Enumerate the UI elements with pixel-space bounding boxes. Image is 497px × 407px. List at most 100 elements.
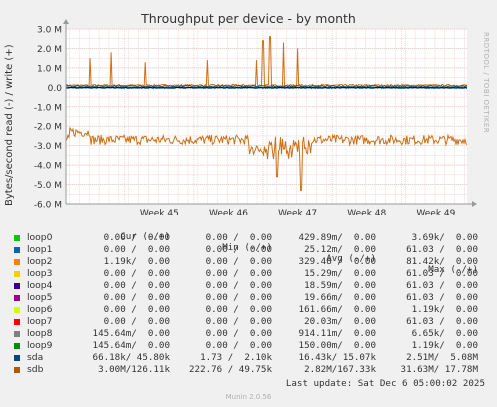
chart-title: Throughput per device - by month (141, 11, 356, 26)
legend-max: 61.03 / 0.00 (406, 316, 478, 327)
legend-avg: 429.89m/ 0.00 (298, 232, 376, 243)
legend-row: loop5 0.00 / 0.00 0.00 / 0.00 19.66m/ 0.00 6… (0, 292, 497, 304)
legend-name: loop9 (27, 340, 53, 351)
x-tick-label: Week 49 (416, 209, 455, 215)
legend-avg: 329.48 / 0.00 (298, 256, 376, 267)
legend-min: 0.00 / 0.00 (205, 268, 272, 279)
legend-name: loop5 (27, 292, 53, 303)
legend-max: 6.65k/ 0.00 (411, 328, 478, 339)
legend-row: loop4 0.00 / 0.00 0.00 / 0.00 18.59m/ 0.00 6… (0, 280, 497, 292)
legend-swatch (14, 343, 20, 349)
legend-header: Cur (-/+) Min (-/+) Avg (-/+) Max (-/+) (0, 220, 497, 275)
legend-max: 61.03 / 0.00 (406, 268, 478, 279)
legend-row: loop6 0.00 / 0.00 0.00 / 0.00 161.66m/ 0.00… (0, 304, 497, 316)
legend-swatch (14, 331, 20, 337)
legend-max: 81.42k/ 0.00 (406, 256, 478, 267)
legend-name: loop2 (27, 256, 53, 267)
legend-max: 61.03 / 0.00 (406, 280, 478, 291)
legend-min: 0.00 / 0.00 (205, 340, 272, 351)
legend-max: 1.19k/ 0.00 (411, 340, 478, 351)
legend-max: 3.69k/ 0.00 (411, 232, 478, 243)
sda-write-line (66, 84, 468, 88)
y-tick-label: -5.0 M (34, 181, 62, 191)
legend-min: 0.00 / 0.00 (205, 256, 272, 267)
legend-cur: 0.00 / 0.00 (103, 304, 170, 315)
legend-avg: 2.82M/167.33k (304, 364, 376, 375)
rrdtool-credit: RRDTOOL / TOBI OETIKER (482, 32, 490, 134)
grid-lines (66, 28, 467, 205)
legend-row: sda 66.18k/ 45.80k 1.73 / 2.10k 16.43k/ 15.… (0, 352, 497, 364)
legend-min: 0.00 / 0.00 (205, 244, 272, 255)
legend-name: loop8 (27, 328, 53, 339)
series-lines (65, 36, 468, 191)
legend-name: loop1 (27, 244, 53, 255)
x-tick-label: Week 47 (278, 209, 317, 215)
y-tick-label: 2.0 M (37, 45, 62, 55)
legend-row: loop0 0.00 / 0.00 0.00 / 0.00 429.89m/ 0.00… (0, 232, 497, 244)
legend-name: loop6 (27, 304, 53, 315)
legend-cur: 1.19k/ 0.00 (103, 256, 170, 267)
legend-swatch (14, 319, 20, 325)
legend-name: loop7 (27, 316, 53, 327)
legend-row: loop9 145.64m/ 0.00 0.00 / 0.00 150.00m/ 0.… (0, 340, 497, 352)
legend-cur: 0.00 / 0.00 (103, 280, 170, 291)
legend-avg: 15.29m/ 0.00 (304, 268, 376, 279)
legend-swatch (14, 367, 20, 373)
legend-header-max: Max (-/+) (428, 264, 478, 275)
y-tick-label: 3.0 M (37, 26, 62, 36)
sdb-read-line (65, 127, 468, 191)
legend-header-min: Min (-/+) (222, 242, 272, 253)
legend-row: sdb 3.00M/126.11k 222.76 / 49.75k 2.82M/167… (0, 364, 497, 376)
legend-cur: 3.00M/126.11k (98, 364, 170, 375)
sda-read-line (65, 87, 468, 90)
y-tick-labels: 3.0 M 2.0 M 1.0 M 0.0 -1.0 M -2.0 M -3.0 M -4.0… (34, 26, 62, 211)
legend-cur: 145.64m/ 0.00 (92, 340, 170, 351)
legend-cur: 0.00 / 0.00 (103, 292, 170, 303)
y-tick-label: -6.0 M (34, 201, 62, 211)
legend-max: 61.03 / 0.00 (406, 292, 478, 303)
legend-avg: 19.66m/ 0.00 (304, 292, 376, 303)
legend-avg: 20.03m/ 0.00 (304, 316, 376, 327)
legend-min: 222.76 / 49.75k (189, 364, 272, 375)
legend-avg: 16.43k/ 15.07k (298, 352, 376, 363)
legend-name: loop4 (27, 280, 53, 291)
legend-swatch (14, 295, 20, 301)
legend-swatch (14, 271, 20, 277)
legend-min: 0.00 / 0.00 (205, 316, 272, 327)
legend-swatch (14, 283, 20, 289)
legend-avg: 18.59m/ 0.00 (304, 280, 376, 291)
legend-avg: 914.11m/ 0.00 (298, 328, 376, 339)
legend-header-cur: Cur (-/+) (120, 231, 170, 242)
legend-avg: 25.12m/ 0.00 (304, 244, 376, 255)
legend-avg: 150.00m/ 0.00 (298, 340, 376, 351)
legend-min: 0.00 / 0.00 (205, 328, 272, 339)
legend-row: loop1 0.00 / 0.00 0.00 / 0.00 25.12m/ 0.00 6… (0, 244, 497, 256)
x-axis-arrow (472, 201, 477, 207)
legend-name: loop3 (27, 268, 53, 279)
legend-swatch (14, 247, 20, 253)
legend-row: loop7 0.00 / 0.00 0.00 / 0.00 20.03m/ 0.00 6… (0, 316, 497, 328)
legend-swatch (14, 259, 20, 265)
x-tick-labels: Week 45 Week 46 Week 47 Week 48 Week 49 (140, 209, 456, 215)
legend-swatch (14, 235, 20, 241)
munin-version: Munin 2.0.56 (225, 393, 272, 401)
legend-min: 0.00 / 0.00 (205, 304, 272, 315)
legend-name: sda (27, 352, 44, 363)
legend-cur: 0.00 / 0.00 (103, 316, 170, 327)
legend-min: 1.73 / 2.10k (200, 352, 272, 363)
y-tick-label: -4.0 M (34, 162, 62, 172)
last-update: Last update: Sat Dec 6 05:00:02 2025 (285, 378, 485, 389)
legend-row: loop8 145.64m/ 0.00 0.00 / 0.00 914.11m/ 0.… (0, 328, 497, 340)
legend-max: 2.51M/ 5.08M (406, 352, 478, 363)
x-tick-label: Week 48 (347, 209, 386, 215)
legend-cur: 66.18k/ 45.80k (92, 352, 170, 363)
x-tick-label: Week 46 (209, 209, 248, 215)
legend-min: 0.00 / 0.00 (205, 280, 272, 291)
legend-cur: 145.64m/ 0.00 (92, 328, 170, 339)
y-tick-label: -1.0 M (34, 103, 62, 113)
y-tick-label: -2.0 M (34, 123, 62, 133)
chart-plot: 3.0 M 2.0 M 1.0 M 0.0 -1.0 M -2.0 M -3.0 M -4.0… (34, 19, 477, 215)
legend-min: 0.00 / 0.00 (205, 292, 272, 303)
y-tick-label: -3.0 M (34, 142, 62, 152)
legend-cur: 0.00 / 0.00 (103, 232, 170, 243)
